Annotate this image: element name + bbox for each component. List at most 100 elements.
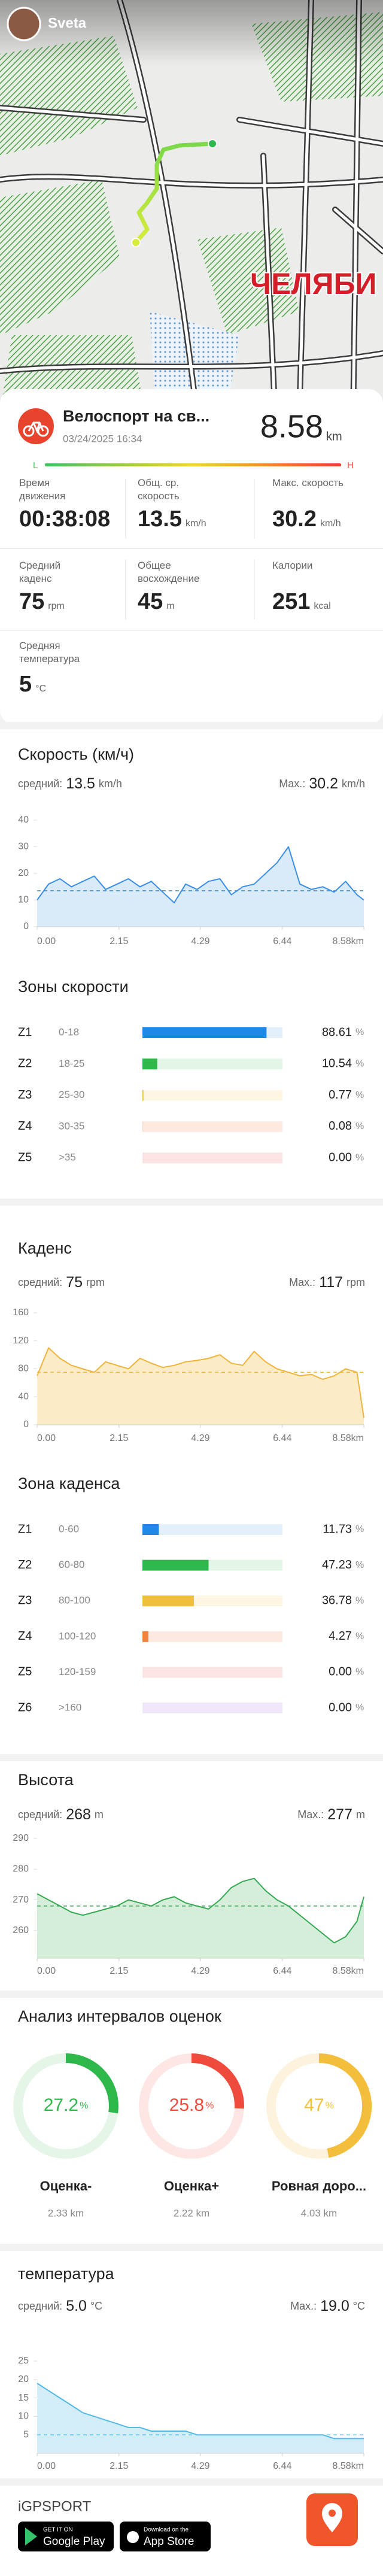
zone-percent: 0.77	[329, 1088, 352, 1102]
zone-bar	[142, 1559, 209, 1571]
zone-percent: 36.78	[322, 1594, 352, 1607]
chart-max: Max.: 19.0 °C	[290, 2298, 365, 2314]
zone-unit: %	[355, 1090, 364, 1100]
chart-title: Скорость (км/ч)	[18, 745, 134, 763]
y-tick-label: 160	[13, 1307, 29, 1318]
stat-value: 45 m	[138, 589, 175, 615]
zone-name: Z3	[18, 1088, 32, 1102]
zone-bar	[142, 1027, 267, 1038]
x-tick-label: 0.00	[37, 2461, 56, 2471]
zone-range: 18-25	[59, 1058, 84, 1069]
y-tick-label: 25	[18, 2356, 29, 2366]
y-tick-label: 280	[13, 1864, 29, 1874]
zone-unit: %	[355, 1631, 364, 1642]
zone-percent: 0.00	[329, 1665, 352, 1679]
donut-value: 27.2%	[44, 2095, 89, 2115]
zone-name: Z4	[18, 1119, 32, 1133]
stat-unit: rpm	[48, 601, 65, 611]
activity-title: Велоспорт на св...	[63, 407, 209, 425]
chart-title: Каденс	[18, 1239, 72, 1257]
stat-unit: kcal	[314, 601, 331, 611]
stat-number: 13.5	[138, 506, 182, 532]
zone-range: 60-80	[59, 1559, 84, 1570]
x-tick-label: 8.58km	[333, 2461, 364, 2471]
max-unit: km/h	[342, 778, 365, 790]
zone-percent: 0.00	[329, 1701, 352, 1714]
mean-label: средний:	[18, 2300, 62, 2312]
chart-max: Max.: 277 m	[297, 1806, 365, 1823]
zone-unit: %	[355, 1667, 364, 1677]
stat-unit: km/h	[320, 518, 341, 529]
chart-max: Max.: 30.2 km/h	[279, 775, 365, 792]
zone-track	[142, 1703, 282, 1713]
stat-number: 30.2	[272, 506, 317, 532]
section-gaps	[0, 722, 383, 2486]
stat-value: 75 rpm	[19, 589, 65, 615]
stat-value: 13.5 km/h	[138, 506, 206, 532]
donut-label: Оценка-	[40, 2178, 92, 2193]
stat-value: 5 °C	[19, 672, 46, 697]
donut-arc	[318, 2053, 372, 2158]
x-tick-label: 6.44	[273, 936, 291, 946]
donut-label: Оценка+	[164, 2178, 219, 2193]
chart-max: Max.: 117 rpm	[289, 1274, 365, 1291]
scale-low: L	[33, 460, 38, 471]
x-tick-label: 2.15	[110, 1966, 128, 1976]
zone-name: Z5	[18, 1151, 32, 1164]
stat-unit: km/h	[185, 518, 206, 529]
zone-name: Z3	[18, 1594, 32, 1607]
distance: 8.58	[260, 408, 323, 444]
donut-distance: 4.03 km	[301, 2207, 337, 2219]
stat-number: 75	[19, 589, 45, 614]
area-line	[37, 1877, 364, 1944]
chart-mean: средний: 13.5 km/h	[18, 775, 122, 792]
x-tick-label: 4.29	[191, 1433, 209, 1443]
donut-arc	[65, 2053, 118, 2114]
stat-number: 5	[19, 672, 32, 697]
x-tick-label: 8.58km	[333, 936, 364, 946]
google-play-badge[interactable]	[18, 2522, 114, 2551]
zone-percent: 0.00	[329, 1151, 352, 1164]
zone-unit: %	[355, 1703, 364, 1713]
donut-distance: 2.22 km	[174, 2207, 209, 2219]
x-tick-label: 4.29	[191, 1966, 209, 1976]
x-tick-label: 0.00	[37, 1966, 56, 1976]
zone-percent: 10.54	[322, 1057, 352, 1070]
zone-name: Z5	[18, 1665, 32, 1679]
y-tick-label: 80	[18, 1364, 29, 1374]
map-city-label: ЧЕЛЯБИ	[250, 267, 376, 301]
stat-label: Средняя температура	[19, 640, 80, 665]
stat-dividers	[0, 479, 383, 631]
max-value: 30.2	[309, 775, 338, 792]
max-label: Max.:	[279, 778, 305, 790]
max-unit: rpm	[346, 1276, 365, 1288]
mean-unit: rpm	[86, 1276, 105, 1288]
mean-unit: km/h	[99, 778, 122, 790]
zone-track	[142, 1121, 282, 1132]
zone-percent: 0.08	[329, 1119, 352, 1133]
user-name: Sveta	[48, 15, 87, 31]
zone-range: 120-159	[59, 1666, 96, 1677]
donut-unit: %	[205, 2101, 214, 2111]
mean-label: средний:	[18, 1809, 62, 1821]
chart-title: Зона каденса	[18, 1474, 120, 1492]
zone-unit: %	[355, 1524, 364, 1534]
stat-label: Макс. скорость	[272, 477, 344, 489]
zone-unit: %	[355, 1560, 364, 1570]
activity-date: 03/24/2025 16:34	[63, 433, 142, 444]
zone-bar	[142, 1524, 159, 1535]
app-store-badge[interactable]	[120, 2522, 211, 2551]
stat-unit: °C	[35, 684, 47, 694]
max-unit: m	[356, 1809, 365, 1821]
zone-name: Z1	[18, 1025, 32, 1039]
zone-track	[142, 1090, 282, 1101]
donut-number: 47	[304, 2095, 324, 2115]
area-fill	[37, 846, 364, 927]
stat-number: 45	[138, 589, 163, 614]
zone-track	[142, 1631, 282, 1642]
donut-unit: %	[80, 2101, 88, 2111]
mean-value: 75	[66, 1274, 83, 1291]
zone-percent: 4.27	[329, 1630, 352, 1643]
x-tick-label: 2.15	[110, 936, 128, 946]
